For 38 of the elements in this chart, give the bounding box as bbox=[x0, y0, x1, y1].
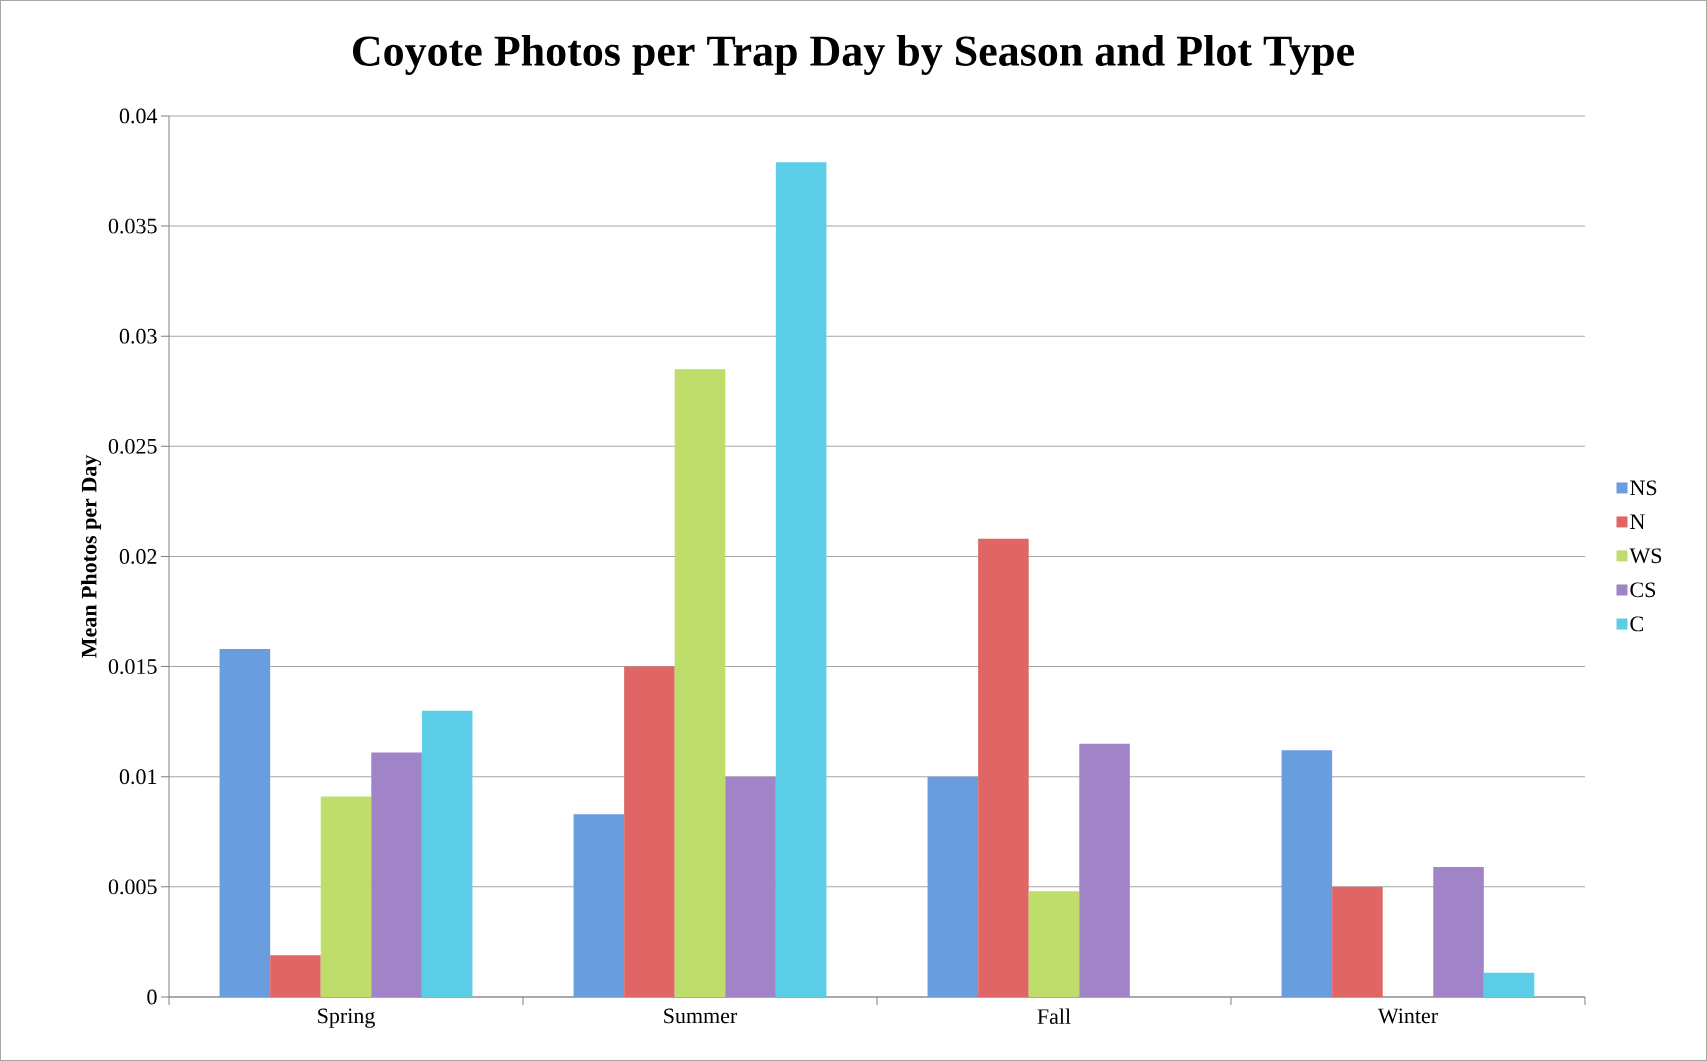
y-tick-label: 0 bbox=[147, 989, 157, 1005]
bar bbox=[1079, 743, 1130, 997]
y-tick-label: 0.005 bbox=[108, 879, 157, 895]
x-tick-label: Winter bbox=[1377, 1008, 1438, 1024]
bar bbox=[219, 649, 271, 997]
bar bbox=[1332, 886, 1383, 997]
y-axis-title: Mean Photos per Day bbox=[81, 454, 102, 658]
legend-label: WS bbox=[1629, 548, 1662, 564]
y-tick-label: 0.03 bbox=[119, 328, 157, 344]
x-tick-label: Spring bbox=[318, 1008, 375, 1028]
bar bbox=[1433, 867, 1484, 997]
y-tick-label: 0.025 bbox=[108, 438, 157, 454]
bar bbox=[1281, 750, 1333, 997]
y-tick-label: 0.02 bbox=[119, 549, 157, 564]
chart-title: Coyote Photos per Trap Day by Season and Plot Type bbox=[353, 34, 1354, 75]
legend-label: N bbox=[1630, 514, 1645, 529]
bar bbox=[624, 666, 675, 997]
legend-label: CS bbox=[1630, 582, 1656, 598]
bar bbox=[1028, 891, 1080, 997]
bar bbox=[775, 162, 827, 997]
y-tick-label: 0.01 bbox=[119, 769, 157, 785]
legend-label: NS bbox=[1630, 480, 1657, 496]
bar bbox=[371, 752, 422, 997]
bar bbox=[573, 814, 625, 997]
x-tick-label: Fall bbox=[1037, 1008, 1071, 1025]
bar bbox=[320, 796, 372, 997]
bar bbox=[927, 776, 979, 997]
y-tick-label: 0.035 bbox=[108, 218, 157, 234]
bar bbox=[978, 538, 1029, 997]
bar bbox=[674, 369, 726, 997]
legend-label: C bbox=[1630, 616, 1643, 632]
bar bbox=[725, 776, 776, 997]
bar bbox=[1483, 972, 1535, 997]
bar bbox=[270, 955, 321, 997]
bar bbox=[421, 710, 473, 997]
x-tick-label: Summer bbox=[664, 1008, 738, 1024]
y-tick-label: 0.04 bbox=[119, 108, 158, 124]
y-tick-label: 0.015 bbox=[108, 659, 157, 675]
